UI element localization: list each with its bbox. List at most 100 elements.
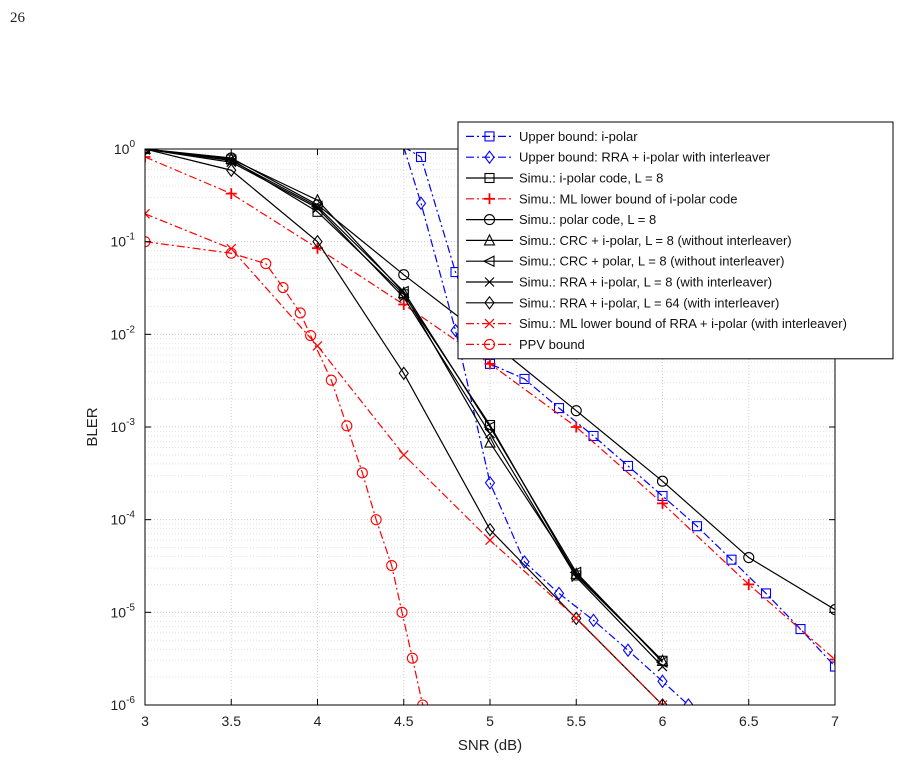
legend-label: Simu.: RRA + i-polar, L = 8 (with interl… — [519, 275, 772, 290]
series-7 — [145, 149, 668, 672]
data-point — [570, 421, 582, 433]
y-tick-label: 10-6 — [111, 695, 136, 713]
legend-item: Simu.: RRA + i-polar, L = 64 (with inter… — [466, 295, 779, 310]
data-point — [726, 554, 737, 565]
data-point — [417, 699, 429, 705]
data-point — [145, 149, 150, 154]
x-tick-label: 5 — [486, 713, 494, 729]
y-tick-label: 10-2 — [111, 324, 136, 342]
series-3 — [145, 151, 835, 665]
x-tick-label: 3.5 — [222, 713, 242, 729]
x-tick-label: 3 — [141, 713, 149, 729]
x-tick-label: 4.5 — [394, 713, 414, 729]
data-point — [519, 373, 530, 385]
y-tick-label: 100 — [114, 139, 136, 157]
data-point — [396, 606, 408, 618]
data-point — [657, 674, 668, 689]
data-point — [588, 613, 599, 628]
legend-label: Simu.: RRA + i-polar, L = 64 (with inter… — [519, 295, 779, 310]
series-layer — [145, 149, 835, 705]
y-tick-label: 10-1 — [111, 232, 136, 250]
series-line — [145, 149, 663, 662]
legend-label: Simu.: ML lower bound of i-polar code — [519, 191, 737, 206]
legend-item: Simu.: RRA + i-polar, L = 8 (with interl… — [466, 275, 772, 290]
y-tick-label: 10-3 — [111, 417, 136, 435]
series-line — [145, 149, 663, 663]
y-tick-label: 10-4 — [111, 510, 136, 528]
data-point — [657, 698, 668, 705]
series-line — [145, 241, 424, 705]
x-tick-label: 7 — [831, 713, 839, 729]
data-point — [519, 554, 530, 569]
data-point — [656, 475, 669, 487]
legend-label: Simu.: ML lower bound of RRA + i-polar (… — [519, 316, 847, 331]
legend-label: Simu.: i-polar code, L = 8 — [519, 171, 663, 186]
legend-item: PPV bound — [466, 337, 585, 352]
data-point — [569, 566, 582, 579]
data-point — [485, 535, 495, 546]
data-point — [277, 281, 289, 294]
y-axis-label: BLER — [84, 407, 101, 446]
x-tick-label: 4 — [314, 713, 322, 729]
data-point — [485, 428, 495, 439]
data-point — [553, 586, 565, 601]
data-point — [571, 613, 582, 623]
legend-label: Upper bound: RRA + i-polar with interlea… — [519, 150, 771, 165]
data-point — [386, 559, 398, 572]
data-point — [622, 643, 634, 658]
data-point — [484, 435, 496, 448]
data-point — [484, 358, 496, 370]
data-point — [225, 247, 237, 259]
legend-label: PPV bound — [519, 337, 585, 352]
page-number: 26 — [10, 10, 25, 26]
legend-marker — [484, 150, 495, 165]
x-axis-label: SNR (dB) — [458, 737, 522, 754]
data-point — [683, 698, 694, 705]
data-point — [415, 151, 427, 163]
data-point — [312, 234, 323, 249]
legend-item: Upper bound: i-polar — [466, 129, 638, 144]
data-point — [226, 163, 237, 178]
data-point — [588, 430, 599, 442]
data-point — [553, 403, 565, 414]
data-point — [226, 157, 237, 168]
data-point — [312, 203, 323, 214]
legend-item: Simu.: i-polar code, L = 8 — [466, 171, 663, 186]
data-point — [622, 460, 634, 471]
axis-ticks: 3 3.5 4 4.5 5 5.5 6 6.5 7 100 10-1 10-2 10-3 10-4 10-5… — [111, 139, 840, 729]
data-point — [370, 514, 382, 526]
legend-box — [457, 121, 894, 360]
data-point — [406, 652, 418, 664]
series-9 — [145, 208, 668, 705]
legend-marker — [484, 318, 495, 329]
legend-label: Simu.: CRC + i-polar, L = 8 (without int… — [519, 233, 792, 248]
data-point — [829, 661, 835, 672]
data-point — [398, 298, 410, 310]
data-point — [743, 552, 755, 564]
legend-item: Simu.: CRC + i-polar, L = 8 (without int… — [466, 233, 792, 248]
data-point — [657, 661, 668, 672]
data-point — [415, 196, 427, 211]
x-tick-label: 6.5 — [739, 713, 759, 729]
series-1 — [403, 149, 694, 705]
legend-item: Simu.: CRC + polar, L = 8 (without inter… — [466, 254, 784, 269]
data-point — [657, 497, 668, 509]
data-point — [311, 193, 324, 206]
data-point — [260, 258, 272, 270]
legend-item: Simu.: ML lower bound of i-polar code — [466, 191, 737, 206]
data-point — [691, 521, 703, 532]
data-point — [341, 420, 353, 432]
legend-marker — [484, 131, 495, 142]
series-line — [403, 149, 689, 705]
data-point — [398, 269, 410, 281]
legend-label: Upper bound: i-polar — [519, 129, 638, 144]
data-point — [305, 330, 317, 342]
y-tick-label: 10-5 — [111, 602, 136, 620]
legend-marker — [483, 233, 496, 246]
data-point — [294, 307, 306, 319]
data-point — [325, 374, 337, 386]
legend-label: Simu.: polar code, L = 8 — [519, 212, 656, 227]
data-point — [312, 340, 323, 351]
legend-marker — [484, 172, 495, 184]
